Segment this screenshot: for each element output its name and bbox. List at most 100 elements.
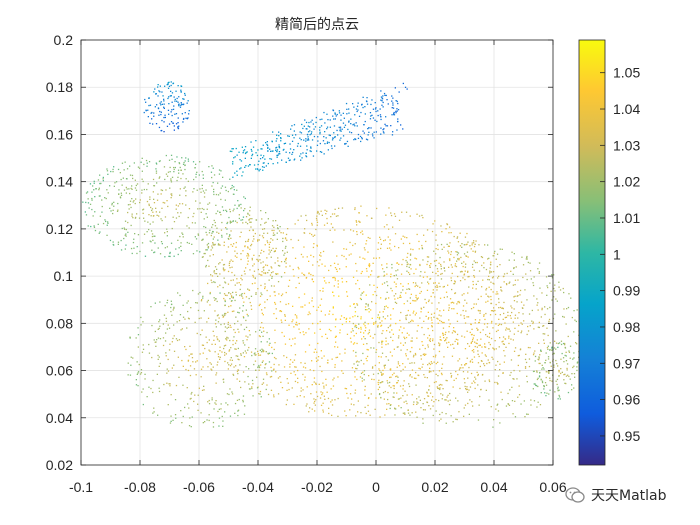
cloud-point xyxy=(148,214,150,216)
cloud-point xyxy=(498,301,500,304)
cloud-point xyxy=(443,285,445,288)
cloud-point xyxy=(239,168,241,170)
cloud-point xyxy=(262,314,264,316)
cloud-point xyxy=(219,356,221,358)
cloud-point xyxy=(423,353,425,355)
cloud-point xyxy=(505,327,508,329)
cloud-point xyxy=(129,192,131,195)
cloud-point xyxy=(231,296,233,298)
cloud-point xyxy=(188,208,191,210)
cloud-point xyxy=(499,323,501,325)
cloud-point xyxy=(368,276,370,278)
cloud-point xyxy=(250,157,252,159)
cloud-point xyxy=(134,179,136,181)
cloud-point xyxy=(311,224,313,226)
cloud-point xyxy=(370,393,372,395)
cloud-point xyxy=(93,180,95,182)
cloud-point xyxy=(450,264,452,266)
cloud-point xyxy=(324,398,326,400)
cloud-point xyxy=(300,139,302,141)
cloud-point xyxy=(354,125,356,127)
cloud-point xyxy=(112,212,114,215)
cloud-point xyxy=(252,265,254,267)
cloud-point xyxy=(451,355,454,357)
cloud-point xyxy=(573,387,575,389)
cloud-point xyxy=(197,208,199,210)
cloud-point xyxy=(173,307,175,310)
cloud-point xyxy=(304,351,307,353)
cloud-point xyxy=(148,97,150,99)
cloud-point xyxy=(164,256,166,258)
cloud-point xyxy=(150,215,152,217)
cloud-point xyxy=(381,373,383,375)
cloud-point xyxy=(476,261,478,264)
cloud-point xyxy=(512,413,514,415)
cloud-point xyxy=(247,336,249,338)
cloud-point xyxy=(405,211,408,213)
cloud-point xyxy=(309,232,311,235)
cloud-point xyxy=(447,284,449,286)
cloud-point xyxy=(520,332,522,334)
cloud-point xyxy=(448,309,450,311)
cloud-point xyxy=(433,361,435,363)
cloud-point xyxy=(334,145,336,147)
cloud-point xyxy=(135,216,137,219)
cloud-point xyxy=(378,355,380,358)
cloud-point xyxy=(218,417,221,419)
cloud-point xyxy=(242,222,244,224)
cloud-point xyxy=(509,315,511,317)
cloud-point xyxy=(154,341,156,343)
cloud-point xyxy=(389,407,391,410)
cloud-point xyxy=(127,374,129,376)
cloud-point xyxy=(211,343,213,345)
cloud-point xyxy=(257,260,259,262)
cloud-point xyxy=(149,198,151,200)
cloud-point xyxy=(133,238,135,240)
cloud-point xyxy=(126,178,128,180)
cloud-point xyxy=(158,177,160,179)
cloud-point xyxy=(157,328,159,330)
cloud-point xyxy=(293,403,295,405)
cloud-point xyxy=(219,346,221,348)
cloud-point xyxy=(317,211,319,213)
cloud-point xyxy=(524,416,526,418)
cloud-point xyxy=(383,271,385,273)
cloud-point xyxy=(271,370,273,372)
cloud-point xyxy=(323,385,325,387)
cloud-point xyxy=(379,316,381,319)
cloud-point xyxy=(271,225,274,227)
cloud-point xyxy=(422,353,424,356)
cloud-point xyxy=(299,332,301,334)
cloud-point xyxy=(229,359,231,361)
cloud-point xyxy=(173,96,175,98)
cloud-point xyxy=(223,297,225,300)
cloud-point xyxy=(157,414,159,416)
cloud-point xyxy=(222,420,224,422)
cloud-point xyxy=(507,328,509,330)
cloud-point xyxy=(293,149,295,151)
cloud-point xyxy=(409,242,411,245)
cloud-point xyxy=(487,300,489,302)
cloud-point xyxy=(181,232,183,234)
cloud-point xyxy=(288,135,290,137)
cloud-point xyxy=(307,125,309,127)
cloud-point xyxy=(262,237,265,239)
cloud-point xyxy=(448,258,451,260)
cloud-point xyxy=(320,350,322,352)
cloud-point xyxy=(222,268,225,270)
cloud-point xyxy=(125,192,127,194)
cloud-point xyxy=(250,245,252,247)
cloud-point xyxy=(224,199,226,201)
cloud-point xyxy=(489,343,491,346)
cloud-point xyxy=(152,123,154,125)
cloud-point xyxy=(525,258,527,260)
cloud-point xyxy=(180,89,182,91)
cloud-point xyxy=(172,419,174,421)
cloud-point xyxy=(373,323,375,325)
cloud-point xyxy=(488,286,490,288)
cloud-point xyxy=(329,119,331,121)
cloud-point xyxy=(275,247,277,250)
cloud-point xyxy=(386,263,388,265)
cloud-point xyxy=(165,352,167,354)
cloud-point xyxy=(490,406,492,408)
